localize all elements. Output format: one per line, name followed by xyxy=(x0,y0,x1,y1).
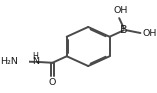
Text: OH: OH xyxy=(143,29,157,37)
Text: H: H xyxy=(32,52,38,61)
Text: N: N xyxy=(32,57,39,66)
Text: H₂N: H₂N xyxy=(0,57,18,66)
Text: B: B xyxy=(120,25,128,35)
Text: O: O xyxy=(49,78,56,87)
Text: OH: OH xyxy=(113,6,127,15)
